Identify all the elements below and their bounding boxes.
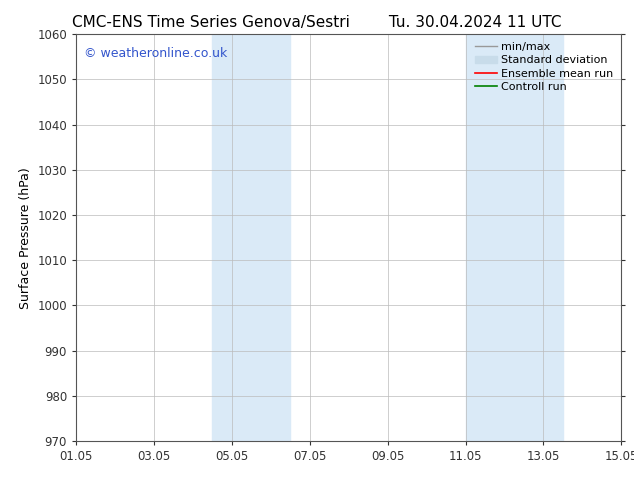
Text: CMC-ENS Time Series Genova/Sestri        Tu. 30.04.2024 11 UTC: CMC-ENS Time Series Genova/Sestri Tu. 30… bbox=[72, 15, 562, 30]
Text: © weatheronline.co.uk: © weatheronline.co.uk bbox=[84, 47, 228, 59]
Legend: min/max, Standard deviation, Ensemble mean run, Controll run: min/max, Standard deviation, Ensemble me… bbox=[472, 40, 616, 94]
Bar bbox=[212, 34, 290, 441]
Y-axis label: Surface Pressure (hPa): Surface Pressure (hPa) bbox=[19, 167, 32, 309]
Bar bbox=[465, 34, 563, 441]
